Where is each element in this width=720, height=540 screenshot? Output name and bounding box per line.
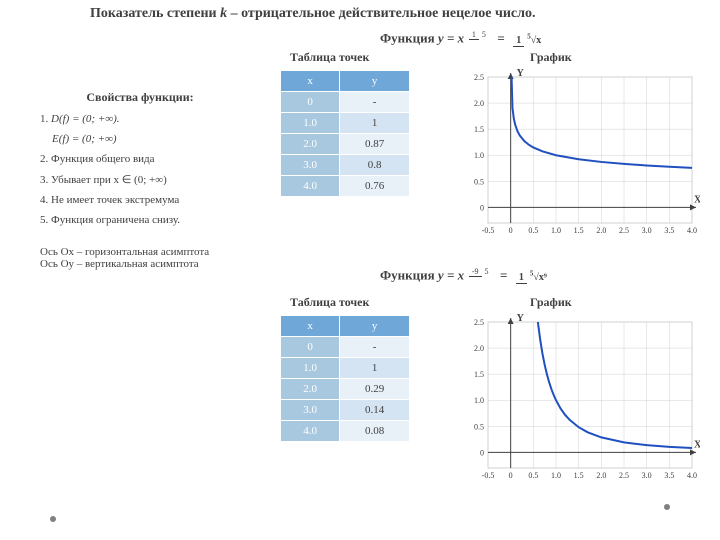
func2-table: xy0-1.012.00.293.00.144.00.08 [280,315,410,442]
svg-text:2.5: 2.5 [619,471,629,480]
func2-table-title: Таблица точек [290,295,369,310]
table-cell: 2.0 [281,379,340,400]
func1-graph-title: График [530,50,572,65]
table-header: x [281,71,340,92]
svg-text:0: 0 [509,226,513,235]
table-cell: 0.8 [340,155,410,176]
svg-text:0.5: 0.5 [528,226,538,235]
svg-text:Y: Y [517,68,525,79]
svg-text:2.0: 2.0 [596,471,606,480]
table-header: y [340,316,410,337]
svg-text:3.5: 3.5 [664,471,674,480]
svg-text:0.5: 0.5 [528,471,538,480]
table-cell: 4.0 [281,421,340,442]
table-row: 2.00.29 [281,379,410,400]
svg-text:2.5: 2.5 [619,226,629,235]
table-row: 3.00.14 [281,400,410,421]
table-row: 4.00.08 [281,421,410,442]
table-header: x [281,316,340,337]
table-cell: 0.14 [340,400,410,421]
svg-text:1.0: 1.0 [474,396,484,405]
table-cell: 2.0 [281,134,340,155]
func1-chart: -0.5 0 0.5 1.0 1.5 2.0 2.5 3.0 3.5 4.0 0 0.5 1.0 1.5 2… [460,65,700,245]
table-cell: 0.87 [340,134,410,155]
table-row: 3.00.8 [281,155,410,176]
svg-text:3.0: 3.0 [642,226,652,235]
page-title: Показатель степени k – отрицательное дей… [90,6,536,22]
table-cell: - [340,92,410,113]
svg-text:1.5: 1.5 [474,125,484,134]
svg-text:-0.5: -0.5 [482,226,495,235]
properties-panel: Свойства функции: 1. D(f) = (0; +∞). E(f… [40,90,240,270]
table-header: y [340,71,410,92]
slide-bullet-icon [664,504,670,510]
func2-graph-title: График [530,295,572,310]
svg-text:0.5: 0.5 [474,177,484,186]
table-row: 0- [281,92,410,113]
prop-3: 3. Убывает при x ∈ (0; +∞) [40,173,240,186]
svg-text:0.5: 0.5 [474,422,484,431]
svg-text:2.0: 2.0 [474,344,484,353]
func2-table-container: xy0-1.012.00.293.00.144.00.08 [280,315,410,442]
table-cell: 1 [340,113,410,134]
asymptote-note: Ось Ox – горизонтальная асимптота Ось Oy… [40,246,240,270]
properties-heading: Свойства функции: [40,90,240,105]
svg-text:1.5: 1.5 [474,370,484,379]
table-cell: 0 [281,92,340,113]
table-cell: 1 [340,358,410,379]
table-cell: 4.0 [281,176,340,197]
svg-text:0: 0 [509,471,513,480]
svg-text:2.5: 2.5 [474,73,484,82]
table-cell: 1.0 [281,113,340,134]
svg-text:X: X [694,439,700,450]
func2-chart: -0.5 0 0.5 1.0 1.5 2.0 2.5 3.0 3.5 4.0 0 0.5 1.0 1.5 2… [460,310,700,490]
svg-text:2.5: 2.5 [474,318,484,327]
svg-text:4.0: 4.0 [687,226,697,235]
table-cell: 1.0 [281,358,340,379]
func2-formula: Функция y = x -95 = 15√x⁹ [380,265,552,283]
table-cell: 3.0 [281,155,340,176]
prop-4: 4. Не имеет точек экстремума [40,194,240,206]
table-cell: 0.29 [340,379,410,400]
table-cell: 3.0 [281,400,340,421]
svg-text:2.0: 2.0 [474,99,484,108]
func1-chart-container: -0.5 0 0.5 1.0 1.5 2.0 2.5 3.0 3.5 4.0 0 0.5 1.0 1.5 2… [460,65,700,249]
svg-text:0: 0 [480,448,484,457]
table-row: 2.00.87 [281,134,410,155]
func1-table: xy0-1.012.00.873.00.84.00.76 [280,70,410,197]
svg-text:2.0: 2.0 [596,226,606,235]
table-cell: 0 [281,337,340,358]
svg-text:1.5: 1.5 [574,471,584,480]
svg-text:1.0: 1.0 [551,471,561,480]
svg-text:1.5: 1.5 [574,226,584,235]
svg-text:3.0: 3.0 [642,471,652,480]
func2-chart-container: -0.5 0 0.5 1.0 1.5 2.0 2.5 3.0 3.5 4.0 0 0.5 1.0 1.5 2… [460,310,700,494]
func1-table-container: xy0-1.012.00.873.00.84.00.76 [280,70,410,197]
svg-text:0: 0 [480,203,484,212]
table-row: 1.01 [281,113,410,134]
table-cell: - [340,337,410,358]
slide-bullet-icon [50,516,56,522]
svg-text:Y: Y [517,313,525,324]
svg-text:X: X [694,194,700,205]
table-row: 4.00.76 [281,176,410,197]
svg-text:-0.5: -0.5 [482,471,495,480]
table-cell: 0.08 [340,421,410,442]
svg-text:1.0: 1.0 [474,151,484,160]
prop-5: 5. Функция ограничена снизу. [40,214,240,226]
table-row: 0- [281,337,410,358]
svg-text:4.0: 4.0 [687,471,697,480]
svg-text:3.5: 3.5 [664,226,674,235]
prop-1e: E(f) = (0; +∞) [52,133,240,145]
prop-1: 1. D(f) = (0; +∞). [40,113,240,125]
prop-2: 2. Функция общего вида [40,153,240,165]
svg-text:1.0: 1.0 [551,226,561,235]
table-cell: 0.76 [340,176,410,197]
func1-table-title: Таблица точек [290,50,369,65]
func1-formula: Функция y = x 15 = 15√x [380,28,546,46]
table-row: 1.01 [281,358,410,379]
